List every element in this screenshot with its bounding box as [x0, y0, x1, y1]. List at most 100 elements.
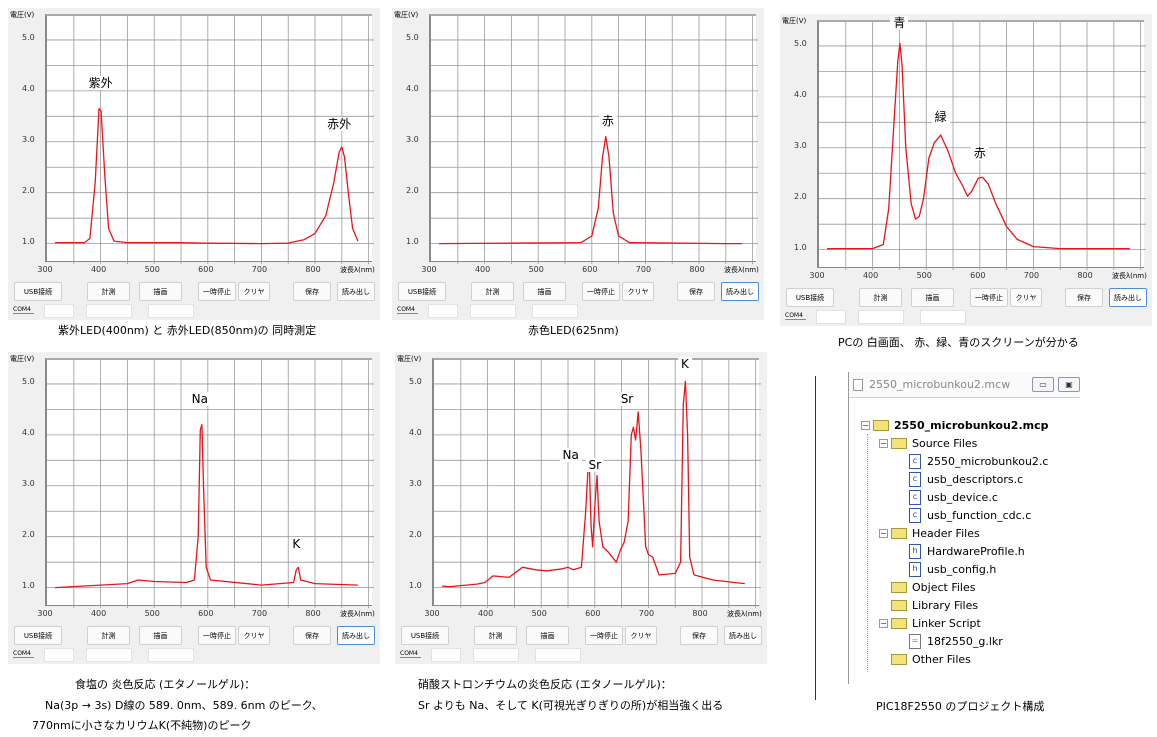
button-usb-connect[interactable]: USB接続: [14, 282, 62, 301]
button-draw[interactable]: 描画: [526, 626, 569, 645]
button-pause[interactable]: 一時停止: [198, 626, 236, 645]
x-tick-label: 400: [477, 609, 494, 618]
input-box[interactable]: [470, 304, 516, 318]
tree-item[interactable]: Object Files: [879, 578, 975, 596]
button-pause[interactable]: 一時停止: [582, 282, 620, 301]
tree-item[interactable]: = 18f2550_g.lkr: [897, 632, 1003, 650]
button-usb-connect[interactable]: USB接続: [398, 282, 446, 301]
button-save[interactable]: 保存: [1065, 288, 1103, 307]
x-tick-label: 700: [251, 609, 268, 618]
button-usb-connect[interactable]: USB接続: [786, 288, 834, 307]
file-icon: =: [909, 633, 921, 649]
x-tick-label: 400: [862, 271, 879, 280]
y-tick-label: 5.0: [406, 32, 419, 42]
minimize-button[interactable]: ▭: [1032, 377, 1054, 392]
input-box[interactable]: [44, 648, 74, 662]
chart-caption: 硝酸ストロンチウムの炎色反応 (エタノールゲル)：: [418, 678, 672, 691]
peak-label: 赤: [970, 145, 989, 160]
y-tick-label: 3.0: [794, 140, 807, 150]
x-axis-label: 波長λ(nm): [340, 266, 375, 274]
tree-item-label: 18f2550_g.lkr: [927, 634, 1003, 648]
tree-item[interactable]: h usb_config.h: [897, 560, 996, 578]
tree-item[interactable]: − 2550_microbunkou2.mcp: [861, 416, 1048, 434]
input-box[interactable]: [920, 310, 966, 324]
collapse-toggle[interactable]: −: [879, 528, 888, 538]
project-caption: PIC18F2550 のプロジェクト構成: [876, 700, 1045, 713]
input-box[interactable]: [148, 648, 194, 662]
spectrum-line: [441, 380, 745, 588]
tree-item[interactable]: Other Files: [879, 650, 971, 668]
input-box[interactable]: [44, 304, 74, 318]
button-read[interactable]: 読み出し: [721, 282, 759, 301]
button-usb-connect[interactable]: USB接続: [14, 626, 62, 645]
input-box[interactable]: [473, 648, 519, 662]
button-clear[interactable]: クリヤ: [625, 626, 657, 645]
y-tick-label: 1.0: [22, 580, 35, 590]
tree-item-label: usb_function_cdc.c: [927, 508, 1032, 522]
spectrum-line: [54, 424, 358, 589]
button-pause[interactable]: 一時停止: [970, 288, 1008, 307]
button-measure[interactable]: 計測: [474, 626, 517, 645]
com-port-label: COM4: [13, 650, 34, 658]
button-read[interactable]: 読み出し: [724, 626, 762, 645]
tree-item-label: Other Files: [912, 652, 971, 666]
tree-item[interactable]: c usb_descriptors.c: [897, 470, 1023, 488]
button-read[interactable]: 読み出し: [337, 282, 375, 301]
input-box[interactable]: [431, 648, 461, 662]
input-box[interactable]: [86, 304, 132, 318]
button-pause[interactable]: 一時停止: [585, 626, 623, 645]
button-pause[interactable]: 一時停止: [198, 282, 236, 301]
tree-item[interactable]: − Header Files: [879, 524, 980, 542]
tree-item[interactable]: c usb_device.c: [897, 488, 998, 506]
tree-item[interactable]: − Source Files: [879, 434, 977, 452]
button-usb-connect[interactable]: USB接続: [401, 626, 449, 645]
x-tick-label: 400: [90, 265, 107, 274]
tree-item-label: 2550_microbunkou2.c: [927, 454, 1049, 468]
button-read[interactable]: 読み出し: [337, 626, 375, 645]
input-box[interactable]: [148, 304, 194, 318]
chart-caption: Sr よりも Na、そして K(可視光ぎりぎりの所)が相当強く出る: [418, 699, 724, 712]
collapse-toggle[interactable]: −: [879, 438, 888, 448]
tree-item[interactable]: c 2550_microbunkou2.c: [897, 452, 1048, 470]
button-draw[interactable]: 描画: [523, 282, 566, 301]
button-save[interactable]: 保存: [293, 282, 331, 301]
button-draw[interactable]: 描画: [911, 288, 954, 307]
button-read[interactable]: 読み出し: [1109, 288, 1147, 307]
button-clear[interactable]: クリヤ: [238, 282, 270, 301]
button-draw[interactable]: 描画: [139, 626, 182, 645]
x-tick-label: 600: [585, 609, 601, 618]
button-clear[interactable]: クリヤ: [238, 626, 270, 645]
tree-item[interactable]: − Linker Script: [879, 614, 981, 632]
peak-label: 赤外: [324, 116, 355, 131]
tree-item[interactable]: Library Files: [879, 596, 978, 614]
input-box[interactable]: [86, 648, 132, 662]
x-tick-label: 600: [970, 271, 986, 280]
y-tick-label: 4.0: [406, 83, 419, 93]
button-save[interactable]: 保存: [677, 282, 715, 301]
input-box[interactable]: [535, 648, 581, 662]
input-box[interactable]: [532, 304, 578, 318]
tree-item[interactable]: h HardwareProfile.h: [897, 542, 1025, 560]
com-port-label: COM4: [785, 312, 806, 320]
y-tick-label: 1.0: [409, 580, 422, 590]
button-save[interactable]: 保存: [680, 626, 718, 645]
button-measure[interactable]: 計測: [87, 626, 130, 645]
button-save[interactable]: 保存: [293, 626, 331, 645]
button-measure[interactable]: 計測: [471, 282, 514, 301]
input-box[interactable]: [428, 304, 458, 318]
input-box[interactable]: [816, 310, 846, 324]
file-icon: c: [909, 471, 921, 487]
restore-button[interactable]: ▣: [1058, 377, 1080, 392]
button-clear[interactable]: クリヤ: [622, 282, 654, 301]
tree-item[interactable]: c usb_function_cdc.c: [897, 506, 1031, 524]
collapse-toggle[interactable]: −: [879, 618, 888, 628]
button-measure[interactable]: 計測: [859, 288, 902, 307]
button-measure[interactable]: 計測: [87, 282, 130, 301]
tree-item-label: Header Files: [912, 526, 980, 540]
input-box[interactable]: [858, 310, 904, 324]
spectrum-window: 電圧(V) 1.0 2.0 3.0 4.0 5.0 300 400 500 600 700 800 波長…: [395, 352, 767, 664]
collapse-toggle[interactable]: −: [861, 420, 870, 430]
folder-icon: [891, 527, 907, 539]
button-clear[interactable]: クリヤ: [1010, 288, 1042, 307]
button-draw[interactable]: 描画: [139, 282, 182, 301]
